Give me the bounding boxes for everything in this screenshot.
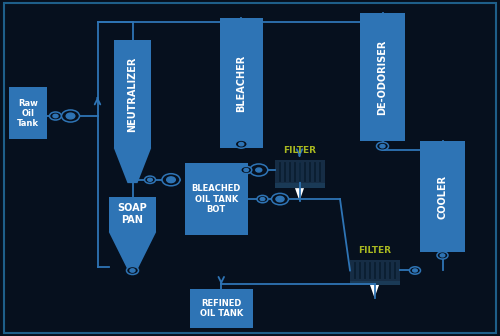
Circle shape [412,269,418,272]
Circle shape [250,164,268,176]
Polygon shape [109,232,156,270]
Text: BLEACHER: BLEACHER [236,54,246,112]
Circle shape [238,142,244,146]
Circle shape [260,198,265,201]
Circle shape [166,177,175,183]
Circle shape [130,269,135,272]
Bar [275,183,325,188]
Bar [275,160,325,183]
Text: FILTER: FILTER [358,246,392,255]
Bar [350,281,400,285]
Circle shape [244,168,248,172]
Text: Raw
Oil
Tank: Raw Oil Tank [16,98,39,128]
Circle shape [257,196,268,203]
Bar [220,18,262,148]
Polygon shape [370,285,379,298]
Text: NEUTRALIZER: NEUTRALIZER [128,56,138,132]
Bar [420,141,465,252]
Bar [190,289,252,328]
Bar [9,87,46,139]
Bar [360,13,405,141]
Circle shape [376,142,388,150]
Circle shape [437,252,448,259]
Text: COOLER: COOLER [438,174,448,219]
Circle shape [380,144,385,148]
Bar [185,163,248,235]
Circle shape [410,267,420,274]
Circle shape [272,194,288,205]
Text: DE-ODORISER: DE-ODORISER [378,40,388,115]
Circle shape [62,110,80,122]
Bar [109,197,156,232]
Text: BLEACHED
OIL TANK
BOT: BLEACHED OIL TANK BOT [192,184,241,214]
Circle shape [66,113,75,119]
Circle shape [236,140,247,148]
Circle shape [144,176,156,183]
Circle shape [53,114,58,118]
Circle shape [126,266,138,275]
Circle shape [440,254,445,257]
Circle shape [50,112,62,120]
Circle shape [241,166,252,174]
Text: SOAP
PAN: SOAP PAN [118,203,148,225]
Circle shape [148,178,152,181]
Bar [350,260,400,281]
Circle shape [162,174,180,186]
Text: FILTER: FILTER [284,146,316,155]
Bar [114,40,151,148]
Circle shape [256,168,262,172]
Polygon shape [295,188,304,201]
Polygon shape [114,148,151,183]
Circle shape [276,196,284,202]
Text: REFINED
OIL TANK: REFINED OIL TANK [200,299,243,318]
